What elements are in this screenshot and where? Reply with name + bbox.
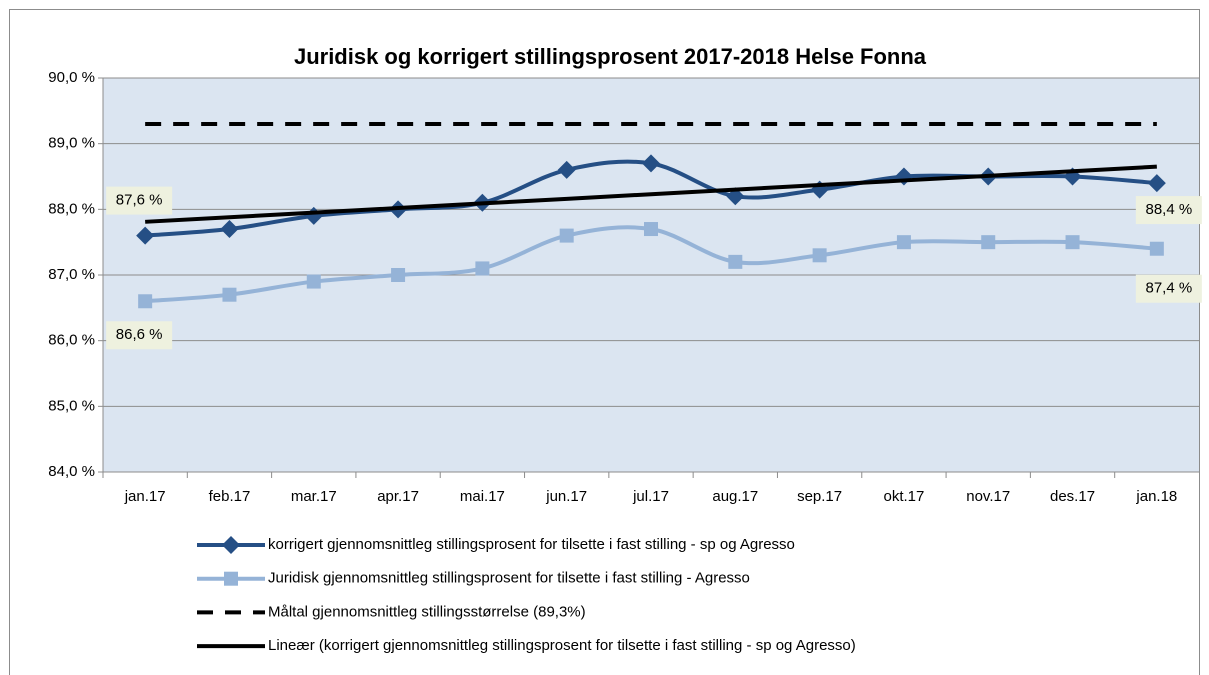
marker <box>222 287 237 302</box>
data-label: 87,4 % <box>1145 280 1192 297</box>
y-tick-label: 90,0 % <box>48 69 95 86</box>
x-tick-label: feb.17 <box>209 488 251 505</box>
marker <box>220 220 239 239</box>
x-tick-label: mai.17 <box>460 488 505 505</box>
marker <box>391 268 406 282</box>
marker <box>557 160 576 179</box>
legend-label: Lineær (korrigert gjennomsnittleg stilli… <box>268 637 856 654</box>
marker <box>1147 174 1166 193</box>
legend-label: korrigert gjennomsnittleg stillingsprose… <box>268 536 795 553</box>
marker <box>475 261 490 276</box>
marker <box>222 536 240 554</box>
x-tick-label: nov.17 <box>966 488 1010 505</box>
x-tick-label: des.17 <box>1050 488 1095 505</box>
x-tick-label: sep.17 <box>797 488 842 505</box>
data-label: 86,6 % <box>116 326 163 343</box>
marker <box>136 226 155 245</box>
marker <box>1065 235 1080 250</box>
marker <box>812 248 827 263</box>
y-tick-label: 84,0 % <box>48 463 95 480</box>
y-tick-label: 86,0 % <box>48 332 95 349</box>
marker <box>728 254 743 269</box>
y-tick-label: 88,0 % <box>48 200 95 217</box>
legend-label: Juridisk gjennomsnittleg stillingsprosen… <box>268 570 750 587</box>
x-tick-label: aug.17 <box>712 488 758 505</box>
x-tick-label: okt.17 <box>883 488 924 505</box>
data-label-box <box>106 186 173 215</box>
marker <box>1149 241 1164 256</box>
x-tick-label: jan.18 <box>1135 488 1177 505</box>
y-tick-label: 89,0 % <box>48 135 95 152</box>
marker <box>896 235 911 250</box>
marker <box>981 235 996 250</box>
data-label-box <box>1135 196 1202 225</box>
y-tick-label: 87,0 % <box>48 266 95 283</box>
chart-title: Juridisk og korrigert stillingsprosent 2… <box>294 44 927 69</box>
x-tick-label: jan.17 <box>124 488 166 505</box>
x-tick-label: jun.17 <box>545 488 587 505</box>
legend-label: Måltal gjennomsnittleg stillingsstørrels… <box>268 603 586 620</box>
x-tick-label: jul.17 <box>632 488 669 505</box>
x-tick-label: mar.17 <box>291 488 337 505</box>
marker <box>306 274 321 289</box>
data-label: 87,6 % <box>116 192 163 209</box>
series-line <box>145 164 1157 224</box>
marker <box>559 228 574 243</box>
marker <box>644 222 658 237</box>
marker <box>642 154 660 173</box>
y-tick-label: 85,0 % <box>48 397 95 414</box>
x-tick-label: apr.17 <box>377 488 419 505</box>
marker <box>224 571 238 586</box>
data-label-box <box>106 321 173 350</box>
data-label: 88,4 % <box>1145 201 1192 218</box>
marker <box>138 294 153 309</box>
data-label-box <box>1135 274 1202 303</box>
